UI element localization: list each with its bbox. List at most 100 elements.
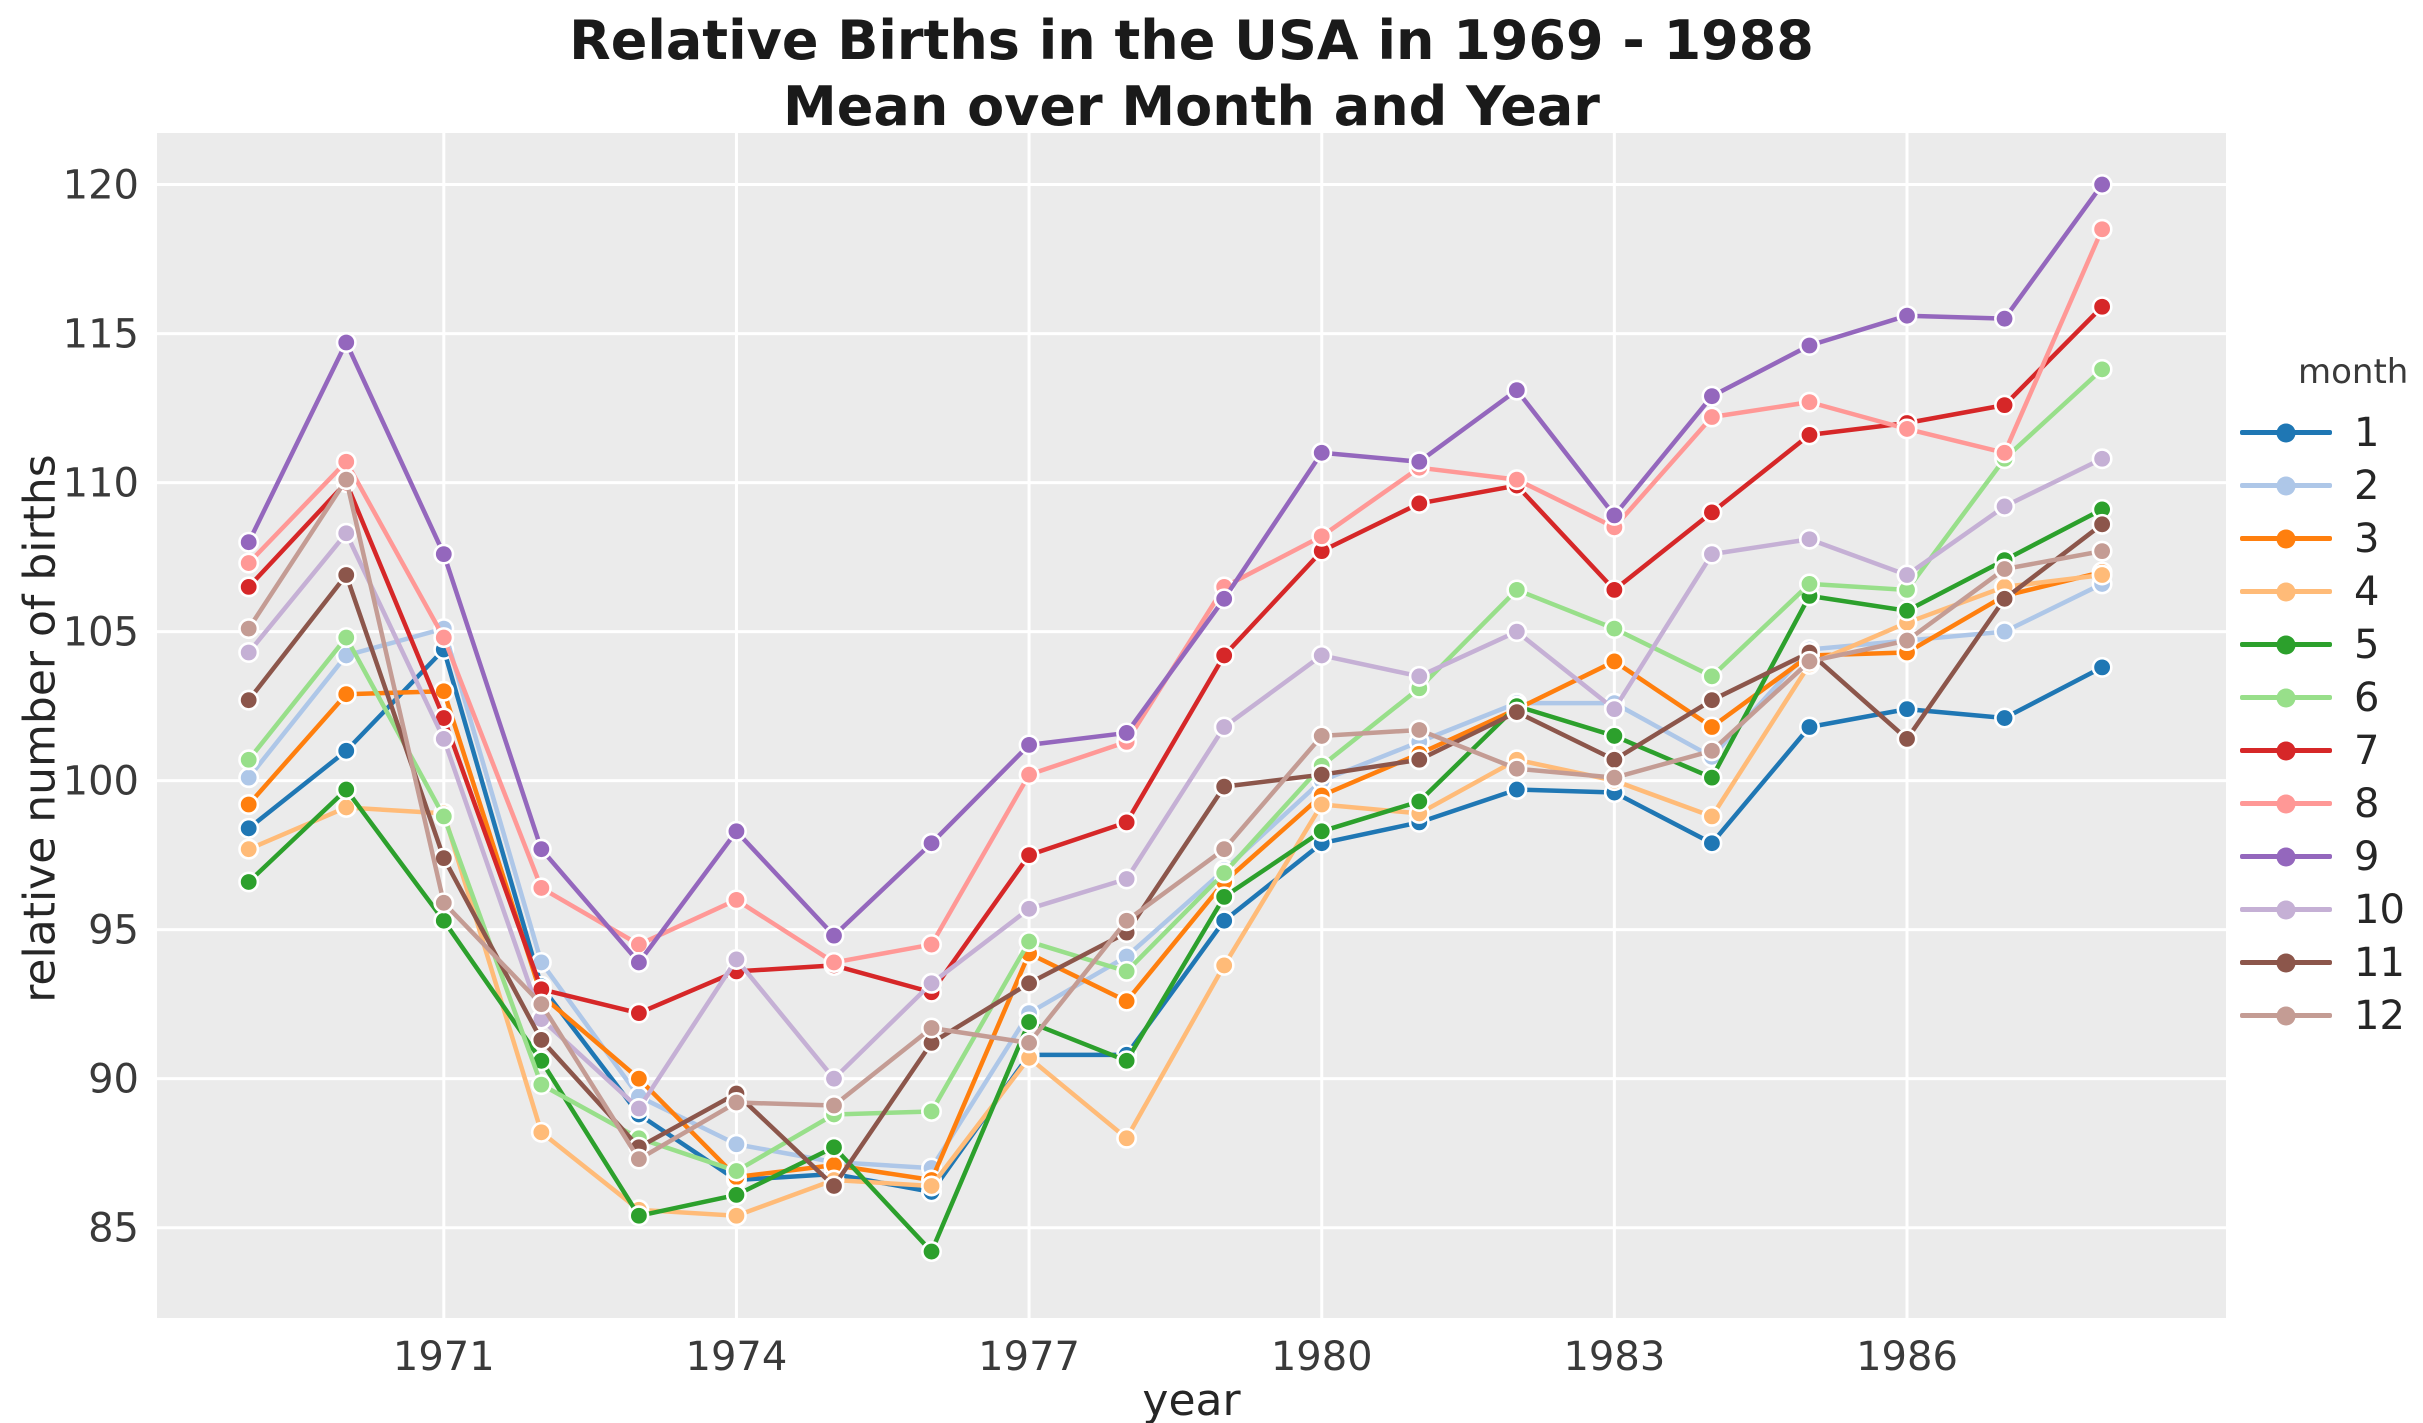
data-point-month-10 bbox=[1701, 543, 1723, 565]
legend-item-month-2: 2 bbox=[2240, 459, 2420, 512]
legend-line-swatch bbox=[2240, 794, 2332, 813]
data-point-month-8 bbox=[1896, 418, 1918, 440]
data-point-month-7 bbox=[1408, 492, 1430, 514]
data-point-month-5 bbox=[823, 1136, 845, 1158]
legend-marker-dot-icon bbox=[2276, 900, 2296, 919]
data-point-month-7 bbox=[1116, 811, 1138, 833]
data-point-month-11 bbox=[2091, 513, 2113, 535]
legend-item-month-8: 8 bbox=[2240, 777, 2420, 830]
data-point-month-10 bbox=[1506, 621, 1528, 643]
legend-line-swatch bbox=[2240, 635, 2332, 654]
data-point-month-7 bbox=[2091, 296, 2113, 318]
data-point-month-10 bbox=[433, 728, 455, 750]
data-point-month-11 bbox=[1506, 701, 1528, 723]
legend-marker-dot-icon bbox=[2276, 688, 2296, 707]
data-point-month-8 bbox=[1994, 442, 2016, 464]
data-point-month-11 bbox=[1408, 749, 1430, 771]
data-point-month-10 bbox=[1311, 644, 1333, 666]
legend-item-label: 10 bbox=[2354, 886, 2405, 933]
series-line-month-3 bbox=[246, 569, 2105, 1183]
legend: month 1 2 3 4 5 6 7 8 9 10 11 12 bbox=[2240, 352, 2420, 1042]
data-point-month-12 bbox=[628, 1148, 650, 1170]
chart-title-line1: Relative Births in the USA in 1969 - 198… bbox=[569, 9, 1814, 72]
series-month-6 bbox=[238, 358, 2113, 1182]
data-point-month-4 bbox=[1213, 954, 1235, 976]
data-point-month-12 bbox=[530, 993, 552, 1015]
series-line-month-6 bbox=[246, 367, 2105, 1174]
data-point-month-8 bbox=[1506, 469, 1528, 491]
data-point-month-9 bbox=[2091, 174, 2113, 196]
data-point-month-9 bbox=[628, 951, 650, 973]
legend-item-label: 2 bbox=[2354, 462, 2380, 509]
x-tick-label: 1980 bbox=[1271, 1334, 1373, 1380]
data-point-month-1 bbox=[1506, 779, 1528, 801]
data-point-month-2 bbox=[725, 1133, 747, 1155]
data-point-month-12 bbox=[2091, 540, 2113, 562]
data-point-month-11 bbox=[1311, 764, 1333, 786]
legend-line-swatch bbox=[2240, 953, 2332, 972]
data-point-month-1 bbox=[1798, 716, 1820, 738]
data-point-month-6 bbox=[2091, 358, 2113, 380]
x-tick-label: 1974 bbox=[686, 1334, 788, 1380]
data-point-month-5 bbox=[335, 779, 357, 801]
data-point-month-6 bbox=[238, 749, 260, 771]
data-point-month-2 bbox=[238, 767, 260, 789]
data-point-month-1 bbox=[335, 740, 357, 762]
y-tick-label: 85 bbox=[88, 1206, 139, 1252]
data-point-month-10 bbox=[335, 522, 357, 544]
legend-items: 1 2 3 4 5 6 7 8 9 10 11 12 bbox=[2240, 406, 2420, 1042]
y-tick-label: 100 bbox=[63, 759, 139, 805]
legend-line-swatch bbox=[2240, 688, 2332, 707]
data-point-month-11 bbox=[238, 689, 260, 711]
data-point-month-8 bbox=[725, 889, 747, 911]
legend-marker-dot-icon bbox=[2276, 529, 2296, 548]
legend-item-month-10: 10 bbox=[2240, 883, 2420, 936]
data-point-month-10 bbox=[628, 1097, 650, 1119]
data-point-month-12 bbox=[1311, 725, 1333, 747]
legend-marker-dot-icon bbox=[2276, 635, 2296, 654]
data-point-month-10 bbox=[238, 641, 260, 663]
data-point-month-7 bbox=[628, 1002, 650, 1024]
legend-item-month-4: 4 bbox=[2240, 565, 2420, 618]
data-point-month-5 bbox=[1896, 600, 1918, 622]
y-tick-labels: 85 90 95 100 105 110 115 120 bbox=[63, 163, 139, 1252]
data-point-month-9 bbox=[921, 832, 943, 854]
data-point-month-7 bbox=[1701, 501, 1723, 523]
data-point-month-9 bbox=[433, 543, 455, 565]
data-point-month-9 bbox=[1408, 451, 1430, 473]
data-point-month-1 bbox=[1701, 832, 1723, 854]
data-point-month-4 bbox=[1311, 793, 1333, 815]
legend-line-swatch bbox=[2240, 1006, 2332, 1025]
data-point-month-5 bbox=[1116, 1050, 1138, 1072]
data-point-month-11 bbox=[823, 1175, 845, 1197]
data-point-month-4 bbox=[2091, 564, 2113, 586]
data-point-month-8 bbox=[921, 934, 943, 956]
data-point-month-10 bbox=[725, 948, 747, 970]
legend-line-swatch bbox=[2240, 741, 2332, 760]
series-line-month-5 bbox=[246, 507, 2105, 1254]
data-point-month-1 bbox=[1896, 698, 1918, 720]
data-point-month-5 bbox=[725, 1184, 747, 1206]
legend-title: month bbox=[2298, 352, 2409, 392]
data-point-month-11 bbox=[1994, 588, 2016, 610]
data-point-month-4 bbox=[238, 838, 260, 860]
legend-item-month-5: 5 bbox=[2240, 618, 2420, 671]
data-point-month-6 bbox=[1018, 931, 1040, 953]
y-tick-label: 105 bbox=[63, 610, 139, 656]
data-point-month-5 bbox=[628, 1205, 650, 1227]
data-point-month-8 bbox=[335, 451, 357, 473]
data-point-month-10 bbox=[2091, 448, 2113, 470]
y-tick-label: 120 bbox=[63, 163, 139, 209]
data-point-month-7 bbox=[1018, 844, 1040, 866]
y-tick-label: 90 bbox=[88, 1057, 139, 1103]
data-point-month-5 bbox=[1603, 725, 1625, 747]
data-point-month-9 bbox=[1311, 442, 1333, 464]
legend-item-month-6: 6 bbox=[2240, 671, 2420, 724]
data-point-month-3 bbox=[1701, 716, 1723, 738]
series-line-month-7 bbox=[246, 304, 2105, 1016]
legend-item-label: 8 bbox=[2354, 780, 2380, 827]
chart-title: Relative Births in the USA in 1969 - 198… bbox=[157, 8, 2226, 140]
series-month-12 bbox=[238, 469, 2113, 1170]
legend-item-label: 12 bbox=[2354, 992, 2405, 1039]
legend-marker-dot-icon bbox=[2276, 953, 2296, 972]
